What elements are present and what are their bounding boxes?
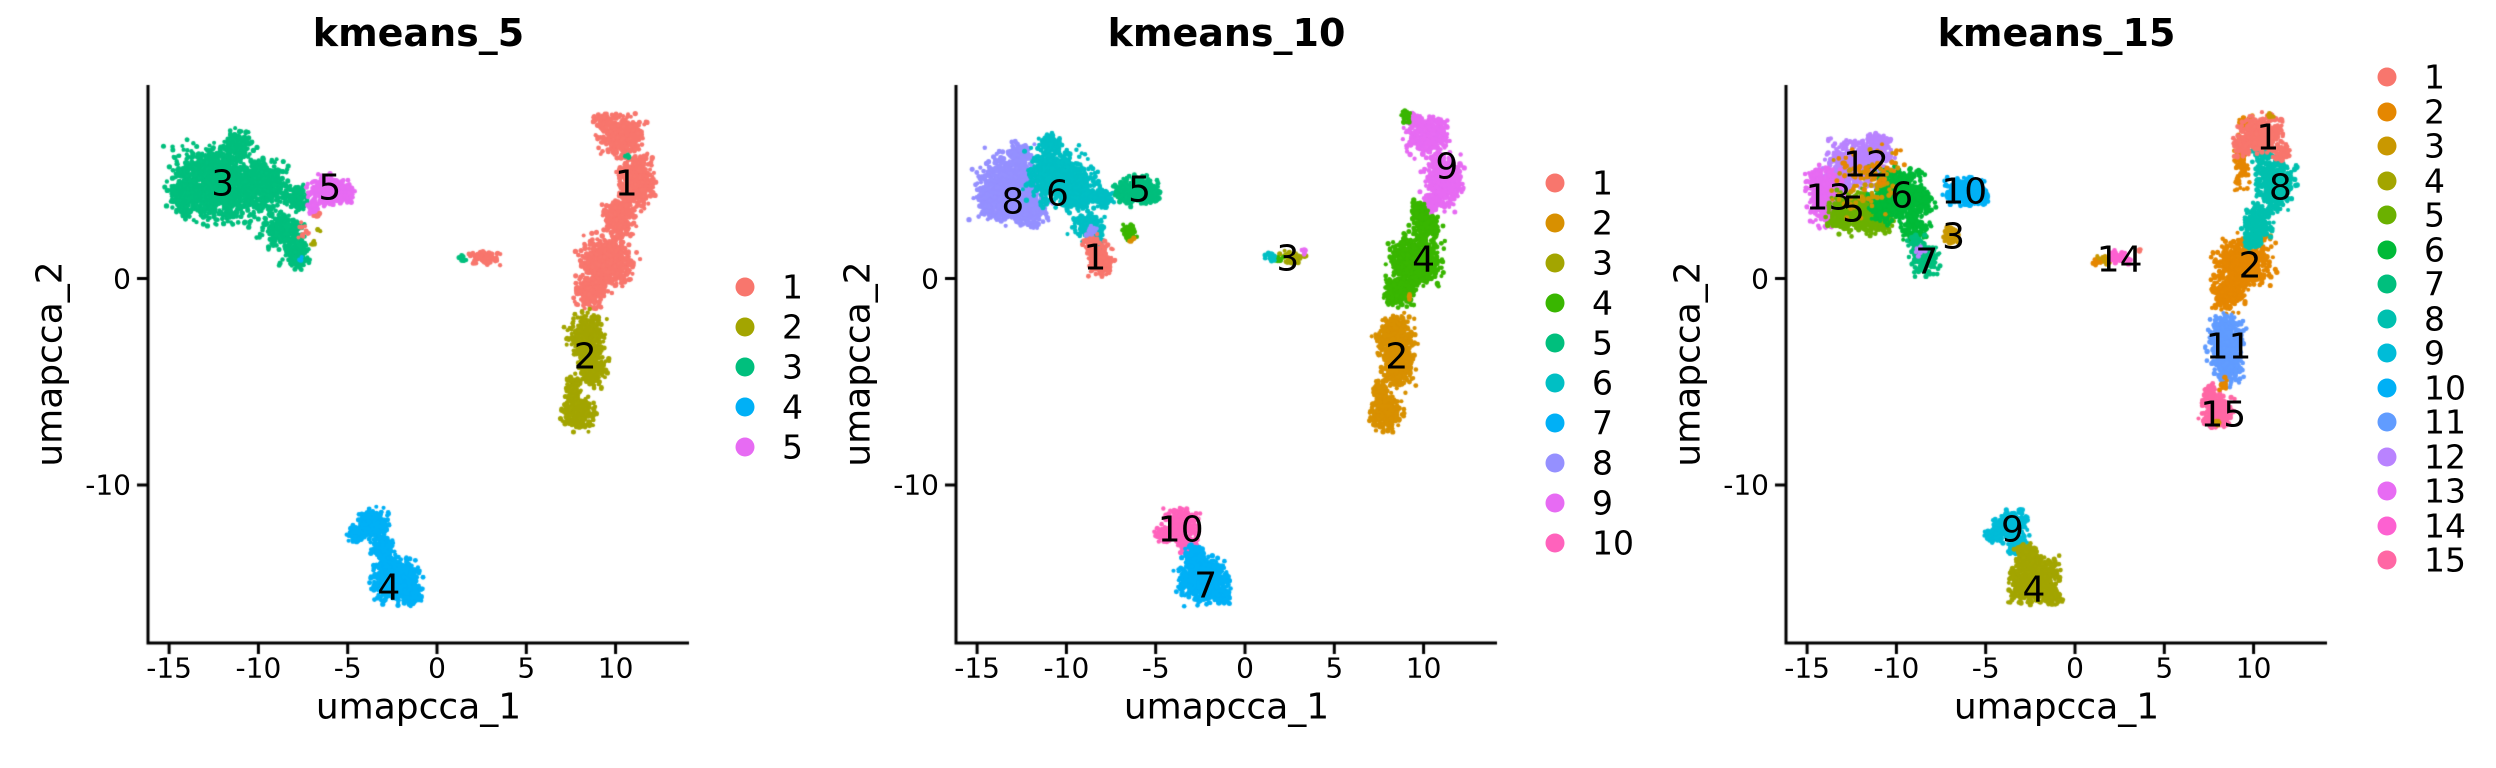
cluster-label-12: 12 (1843, 144, 1889, 186)
x-tick-label: -10 (1873, 651, 1920, 685)
x-tick-label: 0 (428, 651, 446, 685)
cluster-label-3: 3 (211, 163, 235, 204)
x-axis-title: umapcca_1 (1123, 686, 1330, 728)
x-axis-title: umapcca_1 (315, 686, 522, 728)
cluster-label-2: 2 (1385, 336, 1409, 378)
cluster-label-1: 1 (2256, 117, 2280, 159)
x-axis-title: umapcca_1 (1953, 686, 2160, 728)
x-tick-label: 10 (597, 651, 634, 685)
y-axis-title: umapcca_2 (837, 261, 879, 467)
cluster-label-6: 6 (1890, 175, 1914, 217)
cluster-label-5: 5 (1842, 189, 1865, 231)
panel-title: kmeans_5 (312, 11, 525, 55)
y-tick-label: -10 (1723, 468, 1769, 502)
x-tick-label: 5 (517, 651, 536, 685)
cluster-label-4: 4 (2022, 569, 2046, 611)
x-tick-label: -5 (1141, 651, 1170, 685)
cluster-label-8: 8 (1001, 181, 1025, 223)
cluster-label-14: 14 (2096, 239, 2143, 281)
x-tick-label: 10 (1405, 651, 1442, 685)
cluster-label-1: 1 (614, 163, 638, 204)
cluster-label-15: 15 (2200, 394, 2247, 436)
x-tick-label: -15 (146, 651, 192, 685)
cluster-label-1: 1 (1083, 237, 1107, 279)
x-tick-label: -15 (954, 651, 1000, 685)
cluster-label-6: 6 (1046, 173, 1069, 215)
cluster-label-10: 10 (1157, 509, 1204, 551)
cluster-label-13: 13 (1805, 177, 1852, 219)
cluster-label-5: 5 (318, 167, 342, 209)
x-tick-label: 0 (2066, 651, 2084, 685)
x-tick-label: -5 (1971, 651, 2000, 685)
y-tick-label: -10 (893, 468, 939, 502)
cluster-label-7: 7 (1915, 241, 1939, 283)
cluster-label-5: 5 (1128, 169, 1152, 211)
y-tick-label: 0 (1751, 262, 1769, 295)
x-tick-label: -10 (235, 651, 282, 685)
x-tick-label: 10 (2235, 651, 2272, 685)
x-tick-label: 0 (1236, 651, 1254, 685)
cluster-label-7: 7 (1194, 565, 1218, 607)
panel-title: kmeans_15 (1937, 11, 2176, 55)
cluster-label-4: 4 (377, 567, 401, 609)
x-tick-label: -10 (1043, 651, 1090, 685)
y-axis-title: umapcca_2 (29, 261, 71, 467)
cluster-label-10: 10 (1941, 171, 1988, 213)
cluster-label-9: 9 (2001, 509, 2024, 551)
y-tick-label: 0 (113, 262, 131, 295)
cluster-label-3: 3 (1276, 238, 1300, 280)
cluster-label-11: 11 (2205, 326, 2252, 368)
y-tick-label: -10 (85, 468, 131, 502)
cluster-label-3: 3 (1942, 216, 1965, 258)
y-axis-title: umapcca_2 (1667, 261, 1709, 467)
x-tick-label: -15 (1784, 651, 1830, 685)
cluster-label-4: 4 (1412, 239, 1436, 281)
cluster-label-9: 9 (1435, 146, 1459, 188)
cluster-label-2: 2 (573, 336, 597, 378)
x-tick-label: 5 (1325, 651, 1344, 685)
y-tick-label: 0 (921, 262, 939, 295)
cluster-label-2: 2 (2238, 245, 2262, 287)
x-tick-label: 5 (2155, 651, 2174, 685)
x-tick-label: -5 (333, 651, 362, 685)
panel-title: kmeans_10 (1107, 11, 1346, 55)
cluster-label-8: 8 (2268, 167, 2292, 209)
